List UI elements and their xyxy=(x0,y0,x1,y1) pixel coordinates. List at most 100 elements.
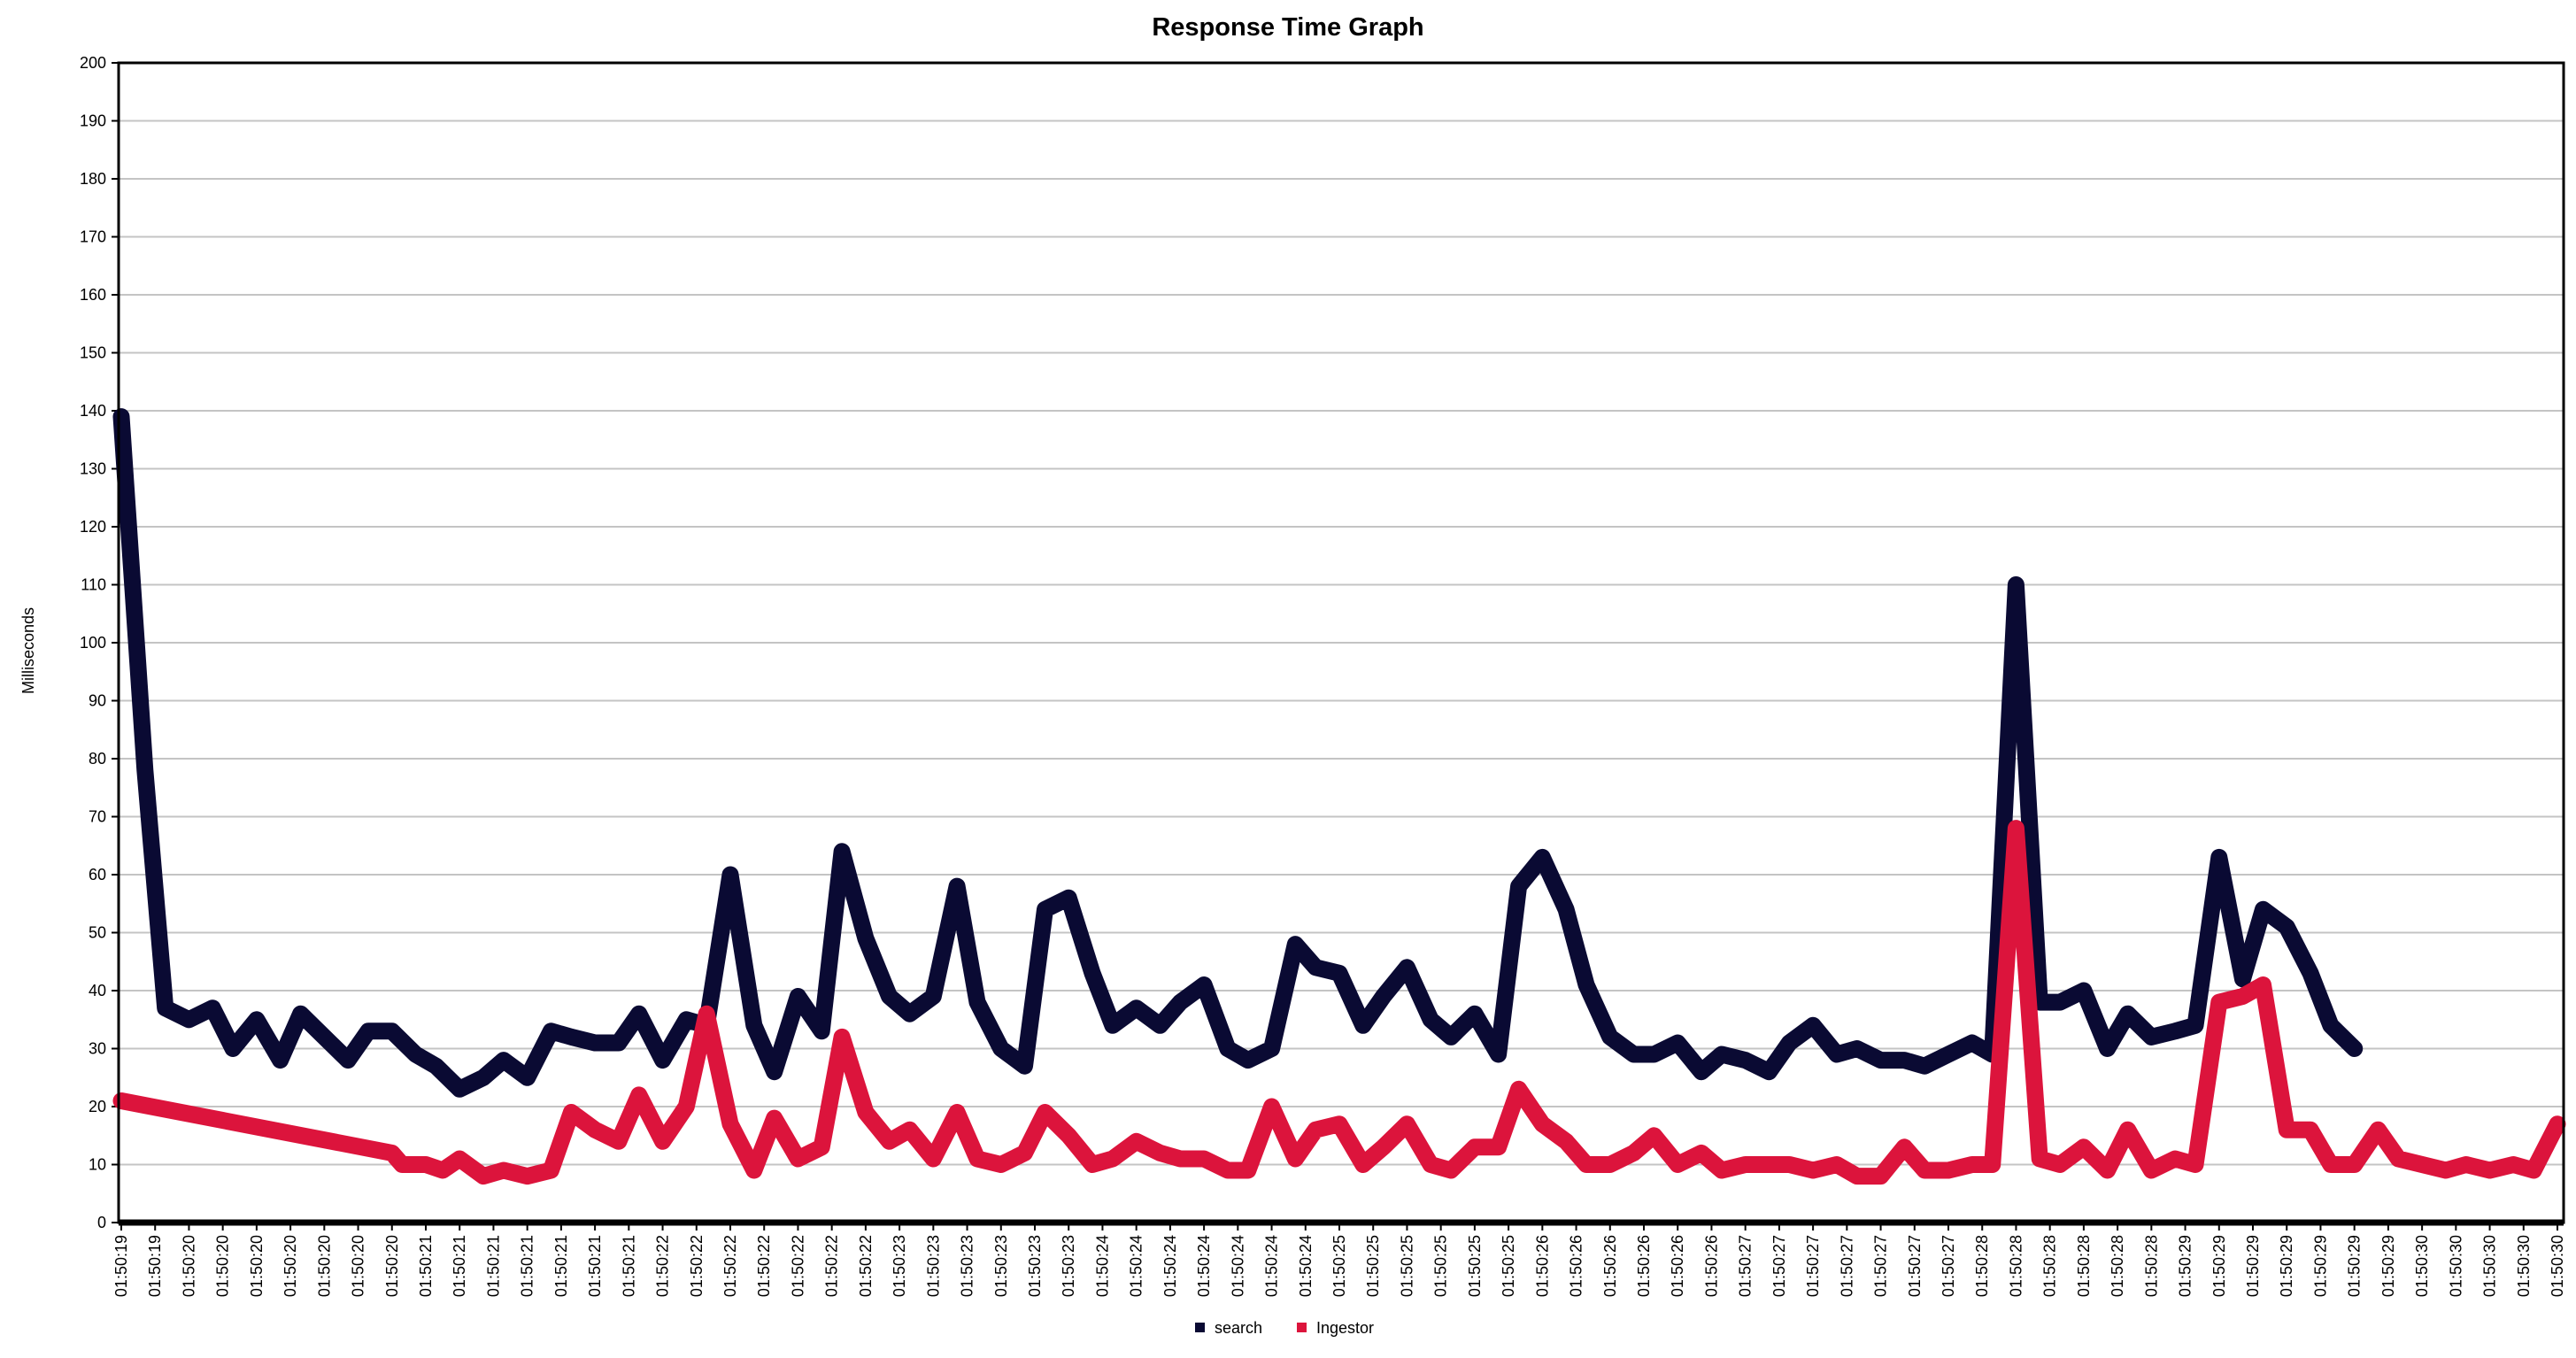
x-tick-label: 01:50:21 xyxy=(552,1235,570,1297)
x-tick-label: 01:50:29 xyxy=(2379,1235,2397,1297)
legend: search Ingestor xyxy=(1195,1319,1374,1337)
x-tick-label: 01:50:28 xyxy=(2041,1235,2059,1297)
legend-swatch-search xyxy=(1195,1323,1205,1332)
y-tick-label: 180 xyxy=(80,170,106,188)
y-tick-label: 190 xyxy=(80,112,106,130)
x-tick-label: 01:50:26 xyxy=(1601,1235,1619,1297)
x-tick-label: 01:50:25 xyxy=(1364,1235,1382,1297)
legend-swatch-ingestor xyxy=(1297,1323,1307,1332)
y-tick-label: 40 xyxy=(89,982,106,999)
y-tick-label: 30 xyxy=(89,1040,106,1058)
x-tick-label: 01:50:20 xyxy=(180,1235,197,1297)
x-tick-label: 01:50:19 xyxy=(146,1235,164,1297)
x-tick-label: 01:50:22 xyxy=(755,1235,773,1297)
x-tick-label: 01:50:26 xyxy=(1635,1235,1653,1297)
x-tick-label: 01:50:20 xyxy=(214,1235,232,1297)
x-tick-label: 01:50:19 xyxy=(112,1235,130,1297)
x-tick-label: 01:50:22 xyxy=(721,1235,739,1297)
y-tick-label: 160 xyxy=(80,286,106,304)
x-tick-label: 01:50:23 xyxy=(1026,1235,1044,1297)
x-tick-label: 01:50:28 xyxy=(2007,1235,2025,1297)
legend-label-search: search xyxy=(1215,1319,1262,1337)
x-tick-label: 01:50:27 xyxy=(1906,1235,1924,1297)
chart-title: Response Time Graph xyxy=(1152,13,1423,42)
y-tick-label: 100 xyxy=(80,634,106,652)
x-tick-label: 01:50:21 xyxy=(586,1235,604,1297)
x-tick-label: 01:50:21 xyxy=(451,1235,468,1297)
x-tick-label: 01:50:24 xyxy=(1128,1235,1145,1297)
y-tick-label: 140 xyxy=(80,402,106,420)
x-tick-label: 01:50:30 xyxy=(2481,1235,2499,1297)
x-tick-label: 01:50:28 xyxy=(2109,1235,2126,1297)
x-tick-label: 01:50:27 xyxy=(1838,1235,1855,1297)
x-tick-label: 01:50:20 xyxy=(350,1235,367,1297)
gridlines xyxy=(119,120,2564,1166)
x-tick-label: 01:50:24 xyxy=(1263,1235,1281,1297)
x-tick-label: 01:50:28 xyxy=(2075,1235,2093,1297)
y-tick-label: 150 xyxy=(80,344,106,362)
x-tick-label: 01:50:27 xyxy=(1872,1235,1890,1297)
y-tick-label: 10 xyxy=(89,1156,106,1174)
x-tick-label: 01:50:26 xyxy=(1533,1235,1551,1297)
x-tick-label: 01:50:22 xyxy=(688,1235,706,1297)
x-tick-label: 01:50:23 xyxy=(959,1235,976,1297)
x-tick-label: 01:50:29 xyxy=(2278,1235,2295,1297)
x-tick-label: 01:50:23 xyxy=(1060,1235,1077,1297)
x-tick-label: 01:50:30 xyxy=(2447,1235,2464,1297)
y-tick-label: 0 xyxy=(97,1214,106,1231)
x-tick-label: 01:50:20 xyxy=(315,1235,333,1297)
y-axis-label: Milliseconds xyxy=(19,607,37,694)
x-tick-label: 01:50:29 xyxy=(2311,1235,2329,1297)
y-tick-label: 80 xyxy=(89,750,106,768)
x-tick-label: 01:50:24 xyxy=(1093,1235,1111,1297)
series-line-ingestor xyxy=(112,820,2566,1185)
y-tick-label: 50 xyxy=(89,924,106,942)
x-tick-label: 01:50:21 xyxy=(417,1235,435,1297)
x-tick-label: 01:50:25 xyxy=(1466,1235,1484,1297)
x-tick-label: 01:50:20 xyxy=(248,1235,266,1297)
y-tick-label: 20 xyxy=(89,1098,106,1115)
y-tick-label: 120 xyxy=(80,518,106,536)
x-tick-label: 01:50:24 xyxy=(1195,1235,1213,1297)
y-tick-label: 200 xyxy=(80,54,106,72)
x-tick-label: 01:50:20 xyxy=(282,1235,299,1297)
x-tick-label: 01:50:26 xyxy=(1702,1235,1720,1297)
x-tick-label: 01:50:28 xyxy=(1973,1235,1991,1297)
x-tick-label: 01:50:24 xyxy=(1297,1235,1315,1297)
x-tick-label: 01:50:21 xyxy=(620,1235,637,1297)
x-tick-label: 01:50:23 xyxy=(992,1235,1010,1297)
series-line-search xyxy=(112,408,2364,1098)
x-tick-label: 01:50:22 xyxy=(789,1235,806,1297)
x-tick-label: 01:50:30 xyxy=(2549,1235,2566,1297)
y-tick-label: 70 xyxy=(89,808,106,826)
x-tick-label: 01:50:21 xyxy=(519,1235,536,1297)
x-tick-label: 01:50:20 xyxy=(383,1235,401,1297)
x-tick-label: 01:50:22 xyxy=(654,1235,672,1297)
x-tick-label: 01:50:30 xyxy=(2515,1235,2533,1297)
x-tick-label: 01:50:27 xyxy=(1770,1235,1788,1297)
y-tick-label: 130 xyxy=(80,460,106,478)
x-tick-label: 01:50:23 xyxy=(924,1235,942,1297)
x-tick-label: 01:50:21 xyxy=(484,1235,502,1297)
y-tick-label: 170 xyxy=(80,228,106,246)
x-tick-label: 01:50:29 xyxy=(2177,1235,2194,1297)
x-tick-label: 01:50:29 xyxy=(2346,1235,2364,1297)
y-tick-label: 60 xyxy=(89,866,106,883)
x-tick-label: 01:50:22 xyxy=(823,1235,841,1297)
y-tick-label: 90 xyxy=(89,692,106,710)
x-tick-label: 01:50:27 xyxy=(1804,1235,1822,1297)
x-tick-label: 01:50:29 xyxy=(2210,1235,2228,1297)
x-tick-label: 01:50:24 xyxy=(1229,1235,1246,1297)
x-tick-label: 01:50:25 xyxy=(1330,1235,1348,1297)
x-tick-label: 01:50:26 xyxy=(1568,1235,1585,1297)
x-tick-label: 01:50:23 xyxy=(891,1235,908,1297)
x-tick-label: 01:50:24 xyxy=(1161,1235,1179,1297)
x-tick-label: 01:50:25 xyxy=(1500,1235,1517,1297)
y-axis-ticks: 0 10 20 30 40 50 60 70 80 90 100 110 120 130 140 150 160… xyxy=(80,54,119,1231)
legend-label-ingestor: Ingestor xyxy=(1316,1319,1374,1337)
series-lines xyxy=(112,408,2566,1185)
x-tick-label: 01:50:28 xyxy=(2142,1235,2160,1297)
x-axis-ticks: 01:50:19 01:50:19 01:50:20 01:50:20 01:50:20… xyxy=(112,1223,2566,1297)
y-tick-label: 110 xyxy=(81,576,106,594)
